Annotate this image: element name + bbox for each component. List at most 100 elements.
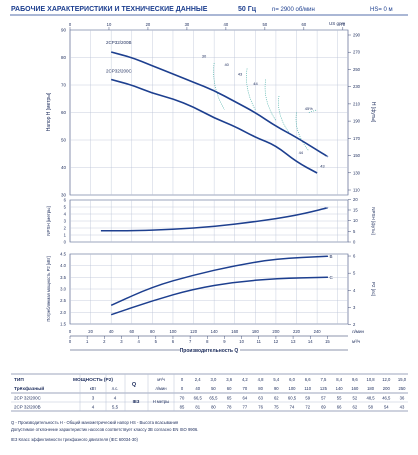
npsh-curves [100,206,329,232]
efficiency-isoline [213,62,225,110]
table-q-m3h-cell: 3,0 [211,377,217,382]
y-right-tick-label: 250 [353,67,361,72]
efficiency-lines [213,62,318,152]
gpm-tick-label: 70 [340,22,345,27]
y-tick-label: 3.0 [60,287,66,292]
table-q-lmin-cell: 250 [399,386,407,391]
lmin-tick-label: 40 [109,329,114,334]
efficiency-isoline [295,112,310,152]
npsh-y-right-label: NPSH [футы] [371,207,376,234]
gpm-tick-label: 20 [146,22,151,27]
table-q-lmin-cell: 0 [181,386,184,391]
table-h-cell: 64 [243,396,248,401]
table-q-lmin-cell: 70 [243,386,248,391]
lmin-tick-label: 60 [129,329,134,334]
m3h-tick-label: 14 [308,339,313,344]
table-h-cell: 52 [353,396,358,401]
m3h-tick-label: 15 [325,339,330,344]
table-q-lmin-cell: 50 [211,386,216,391]
efficiency-isoline [246,68,256,110]
table-h-cell: 46,5 [382,396,391,401]
head-y-label: Напор H [метры] [46,92,52,131]
x-axis-title: Производительность Q [180,348,239,354]
table-q-lmin-cell: 110 [304,386,311,391]
table-q-lmin-cell: 160 [351,386,359,391]
table-q-m3h-cell: 10,8 [366,377,375,382]
power-series-label-B: B [329,254,332,259]
table-h-cell: 54 [384,405,389,410]
m3h-tick-label: 11 [257,339,262,344]
table-h-cell: 55 [337,396,342,401]
m3h-tick-label: 7 [189,339,192,344]
head-curve-200B [110,51,329,158]
table-header-type: ТИП [14,377,24,383]
m3h-tick-label: 9 [223,339,226,344]
series-label-200B: 2CP32/200B [106,40,132,45]
y-tick-label: 80 [61,55,67,60]
y-tick-label: 6 [64,198,67,203]
table-q-lmin-cell: 40 [195,386,200,391]
lmin-tick-label: 100 [169,329,177,334]
y-tick-label: 4 [64,212,67,217]
table-q-m3h-cell: 8,4 [336,377,342,382]
table-row-type: 2CP 32/200C [14,396,42,401]
table-header-hp: л.с. [112,386,119,391]
table-q-lmin-cell: 125 [320,386,328,391]
y-tick-label: 1.5 [60,322,66,327]
lmin-tick-label: 20 [88,329,93,334]
npsh-y-label: NPSH [метры] [46,206,51,236]
lmin-tick-label: 180 [252,329,260,334]
m3h-tick-label: 12 [274,339,279,344]
power-series-label-C: C [329,275,333,280]
table-h-cell: 75 [274,405,279,410]
power-y-right-label: P2 [лс] [371,282,376,296]
m3h-tick-label: 1 [86,339,89,344]
y-tick-label: 2.5 [60,298,66,303]
table-q-lmin-cell: 60 [227,386,232,391]
efficiency-annotation: 45% [305,106,313,111]
efficiency-annotation: 44 [299,150,304,155]
power-curves [110,255,329,316]
y-right-tick-label: 0 [353,240,356,245]
y-tick-label: 5 [64,205,67,210]
table-h-cell: 80 [211,405,216,410]
gpm-tick-label: 10 [107,22,112,27]
table-h-cell: 66 [337,405,342,410]
table-header-power: МОЩНОСТЬ (P2) [73,377,113,383]
efficiency-isoline [278,95,291,135]
footnote-legend: Q - Производительность H - Общий маномет… [11,420,178,425]
lmin-tick-label: 0 [69,329,72,334]
y-right-tick-label: 6 [353,254,356,259]
y-tick-label: 3 [64,219,67,224]
table-h-cell: 74 [290,405,295,410]
table-h-cell: 36 [400,396,405,401]
frequency-label: 50 Гц [238,6,257,13]
table-q-m3h-cell: 5,4 [273,377,279,382]
table-q-lmin-cell: 180 [367,386,375,391]
m3h-tick-label: 5 [155,339,158,344]
gpm-unit-label: US gpm [329,21,346,26]
efficiency-annotation: 43 [320,164,325,169]
table-q-lmin-cell: 90 [274,386,279,391]
table-q-m3h-cell: 15,0 [398,377,407,382]
head-curve-200C [110,78,318,174]
pump-data-table: ТИП Трёхфазный МОЩНОСТЬ (P2) кВт л.с. Qм³/ч л/… [11,373,408,412]
table-q-unit-m3h: м³/ч [157,377,165,382]
table-h-cell: 57 [321,396,326,401]
power-y-right-ticks: 2 3 4 5 6 [348,254,356,327]
y-right-tick-label: 5 [353,271,356,276]
m3h-ticks: 0 1 2 3 4 5 6 7 8 9 10 11 12 13 14 15 [69,336,330,344]
table-q-m3h-cell: 4,8 [258,377,264,382]
table-row-hp: 5,5 [112,405,119,410]
power-y-label: Потребляемая мощность P2 [кВт] [46,256,51,321]
npsh-curve [100,206,329,232]
power-curve-B [110,255,329,306]
y-tick-label: 4.0 [60,263,66,268]
table-q-unit-lmin: л/мин [155,386,167,391]
efficiency-annotation: 30 [202,54,207,59]
table-q-lmin-cell: 200 [383,386,391,391]
table-q-m3h-cell: 12,0 [382,377,391,382]
y-tick-label: 4.5 [60,252,66,257]
